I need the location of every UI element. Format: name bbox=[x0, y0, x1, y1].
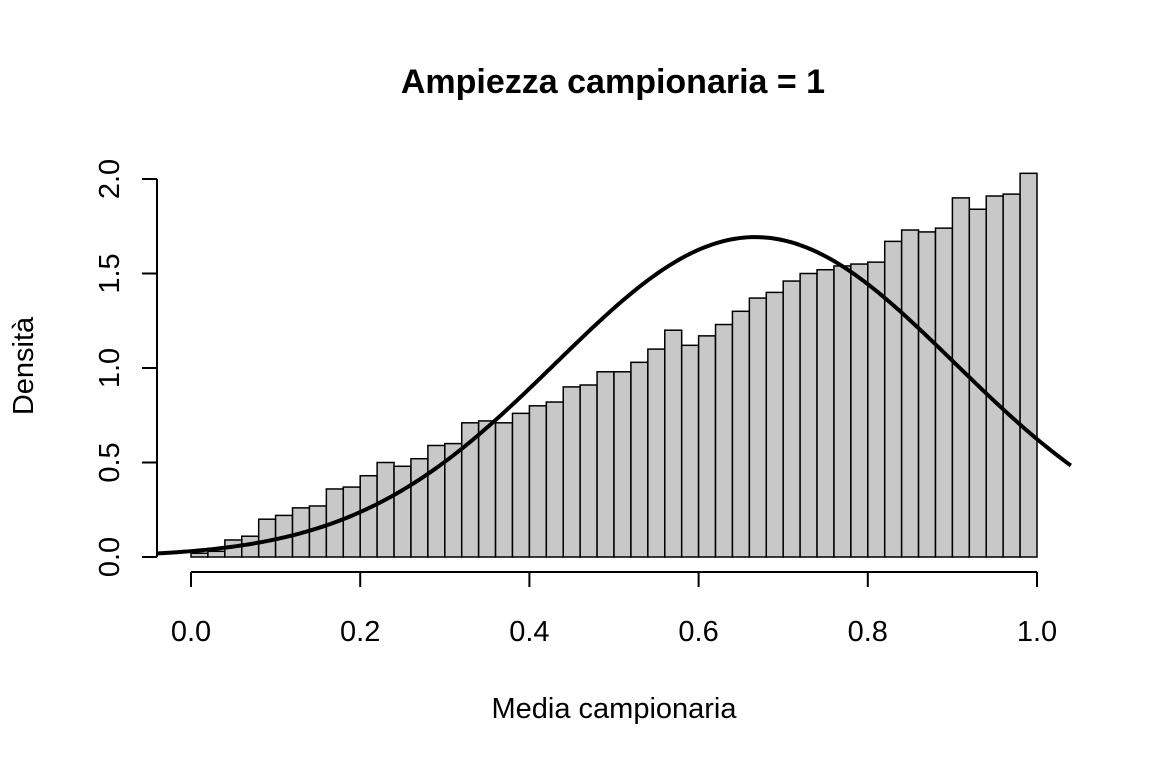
histogram-bar bbox=[714, 323, 734, 558]
histogram-bar bbox=[833, 265, 852, 558]
histogram-bar bbox=[883, 240, 903, 558]
histogram-bar bbox=[1019, 172, 1038, 558]
histogram-bar bbox=[359, 474, 378, 558]
histogram-bar bbox=[579, 384, 598, 558]
histogram-bar bbox=[782, 280, 801, 558]
x-tick-label: 0.8 bbox=[848, 616, 888, 648]
histogram-bar bbox=[664, 329, 683, 558]
x-axis: 0.0 0.2 0.4 0.6 0.8 1.0 bbox=[171, 571, 1057, 648]
x-tick-label: 0.2 bbox=[340, 616, 380, 648]
histogram-bar bbox=[613, 371, 632, 558]
y-tick-label: 2.0 bbox=[94, 159, 126, 199]
histogram-bar bbox=[545, 401, 564, 558]
y-tick-label: 0.5 bbox=[94, 442, 126, 482]
histogram-bar bbox=[190, 552, 209, 558]
histogram-bars bbox=[190, 172, 1038, 558]
histogram-bar bbox=[1002, 193, 1021, 558]
histogram-bar bbox=[393, 465, 412, 558]
histogram-bar bbox=[917, 231, 937, 558]
y-tick-label: 1.0 bbox=[94, 348, 126, 388]
y-tick-label: 1.5 bbox=[94, 253, 126, 293]
y-axis-label: Densità bbox=[8, 316, 40, 415]
histogram-bar bbox=[596, 371, 615, 558]
histogram-bar bbox=[342, 486, 361, 558]
histogram-bar bbox=[985, 195, 1004, 558]
histogram-bar bbox=[816, 268, 835, 558]
x-tick-label: 0.0 bbox=[171, 616, 211, 648]
histogram-bar bbox=[867, 261, 886, 558]
histogram-bar bbox=[494, 422, 514, 558]
histogram-bar bbox=[562, 386, 581, 558]
histogram-bar bbox=[748, 297, 768, 558]
histogram-bar bbox=[207, 550, 226, 558]
histogram-bar bbox=[511, 412, 531, 558]
x-tick-label: 0.4 bbox=[509, 616, 549, 648]
x-tick-label: 1.0 bbox=[1017, 616, 1057, 648]
histogram-bar bbox=[680, 344, 700, 558]
histogram-bar bbox=[731, 310, 751, 558]
y-tick-label: 0.0 bbox=[94, 537, 126, 577]
histogram-bar bbox=[934, 227, 954, 558]
histogram-bar bbox=[765, 291, 784, 558]
histogram-bar bbox=[528, 405, 548, 558]
histogram-bar bbox=[697, 335, 717, 558]
histogram-bar bbox=[477, 420, 497, 558]
histogram-bar bbox=[900, 229, 920, 558]
histogram-bar bbox=[647, 348, 666, 558]
normal-density-curve bbox=[157, 235, 1073, 556]
y-axis: 0.0 0.5 1.0 1.5 2.0 bbox=[94, 159, 158, 577]
x-tick-label: 0.6 bbox=[678, 616, 718, 648]
histogram-bar bbox=[376, 461, 395, 558]
chart-title: Ampiezza campionaria = 1 bbox=[401, 63, 825, 101]
x-axis-label: Media campionaria bbox=[491, 693, 737, 725]
histogram-bar bbox=[630, 361, 649, 558]
histogram-bar bbox=[850, 263, 869, 558]
histogram-bar bbox=[799, 272, 818, 558]
